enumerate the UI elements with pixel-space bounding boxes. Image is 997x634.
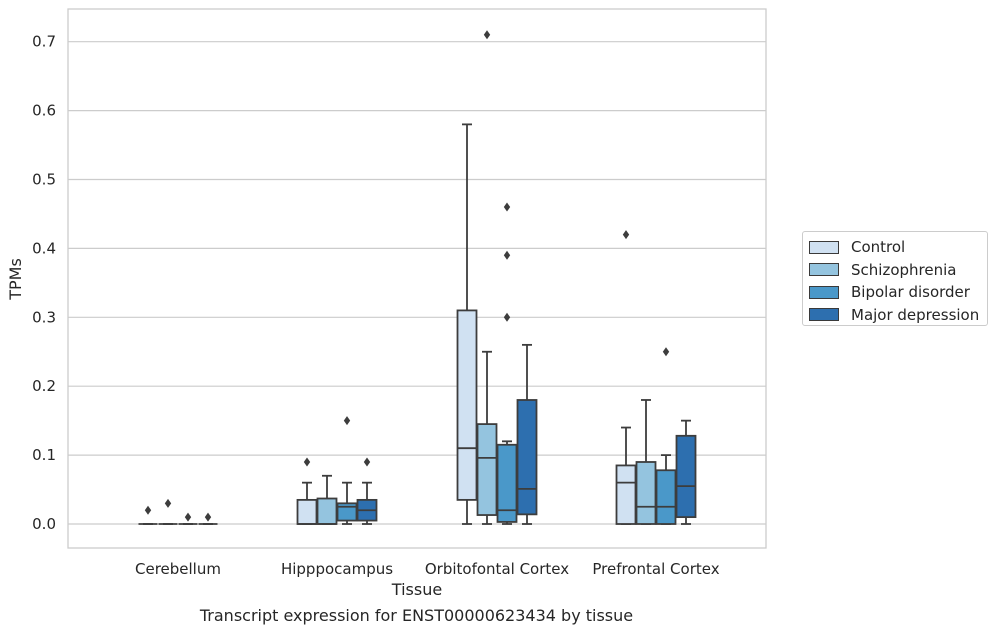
box-body: [316, 497, 338, 525]
y-tick-label: 0.1: [32, 446, 56, 464]
y-tick-label: 0.2: [32, 377, 56, 395]
x-tick-labels: Cerebellum Hipppocampus Orbitofontal Corte…: [135, 560, 720, 578]
box-plot-marks: [138, 30, 697, 525]
box-body: [456, 309, 478, 501]
outlier-point: [144, 505, 152, 515]
box-2-1: [476, 30, 498, 525]
box-1-0: [296, 457, 318, 525]
legend-item-schizophrenia: Schizophrenia: [809, 259, 987, 282]
box-1-3: [356, 457, 378, 525]
box-body: [615, 464, 637, 525]
outlier-point: [503, 312, 511, 322]
x-tick-label: Cerebellum: [135, 560, 221, 578]
box-body: [476, 423, 498, 516]
box-3-1: [635, 399, 657, 525]
outlier-point: [184, 512, 192, 522]
box-3-3: [675, 419, 697, 525]
box-2-0: [456, 123, 478, 525]
x-tick-label: Prefrontal Cortex: [592, 560, 719, 578]
legend-item-bipolar: Bipolar disorder: [809, 281, 987, 304]
chart-caption: Transcript expression for ENST0000062343…: [199, 606, 634, 625]
outlier-point: [363, 457, 371, 467]
legend-label-major-depression: Major depression: [851, 305, 980, 324]
box-body: [675, 434, 697, 519]
box-body: [635, 461, 657, 525]
box-2-3: [516, 343, 538, 525]
y-axis-label: TPMs: [6, 258, 25, 301]
outlier-point: [503, 202, 511, 212]
y-tick-label: 0.0: [32, 515, 56, 533]
plot-frame: [67, 8, 767, 549]
outlier-point: [662, 347, 670, 357]
legend-label-control: Control: [851, 238, 906, 257]
outlier-point: [303, 457, 311, 467]
y-tick-labels: 0.0 0.1 0.2 0.3 0.4 0.5 0.6 0.7: [32, 33, 56, 533]
legend-item-control: Control: [809, 236, 987, 259]
x-tick-label: Orbitofontal Cortex: [425, 560, 569, 578]
outlier-point: [204, 512, 212, 522]
grid-lines: [68, 41, 766, 525]
box-0-3: [198, 512, 218, 525]
legend-label-schizophrenia: Schizophrenia: [851, 260, 957, 279]
outlier-point: [164, 498, 172, 508]
outlier-point: [503, 250, 511, 260]
box-0-0: [138, 505, 158, 525]
box-0-1: [158, 498, 178, 525]
y-tick-label: 0.5: [32, 171, 56, 189]
box-3-2: [655, 347, 677, 525]
y-tick-label: 0.6: [32, 102, 56, 120]
legend: Control Schizophrenia Bipolar disorder M…: [802, 231, 988, 326]
box-body: [496, 443, 518, 523]
legend-item-major-depression: Major depression: [809, 304, 987, 327]
y-tick-label: 0.3: [32, 308, 56, 326]
box-1-1: [316, 474, 338, 525]
box-body: [516, 399, 538, 516]
x-axis-label: Tissue: [391, 580, 442, 599]
box-body: [296, 498, 318, 525]
legend-swatch-major-depression: [809, 308, 839, 322]
legend-swatch-schizophrenia: [809, 263, 839, 277]
y-tick-label: 0.7: [32, 33, 56, 51]
legend-label-bipolar: Bipolar disorder: [851, 283, 970, 302]
outlier-point: [483, 30, 491, 40]
outlier-point: [622, 230, 630, 240]
outlier-point: [343, 416, 351, 426]
box-3-0: [615, 230, 637, 525]
x-tick-label: Hipppocampus: [281, 560, 393, 578]
box-1-2: [336, 416, 358, 525]
box-body: [655, 469, 677, 525]
legend-swatch-control: [809, 240, 839, 254]
box-2-2: [496, 202, 518, 525]
y-tick-label: 0.4: [32, 239, 56, 257]
box-0-2: [178, 512, 198, 525]
legend-swatch-bipolar: [809, 285, 839, 299]
